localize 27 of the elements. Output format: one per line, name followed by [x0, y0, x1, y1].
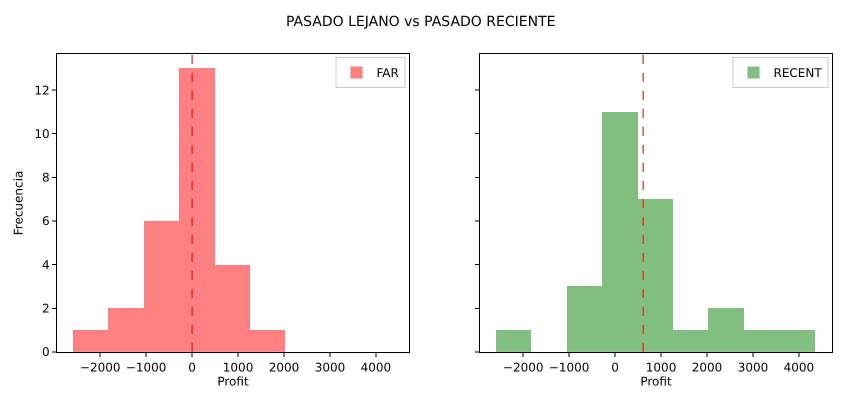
chart-title: PASADO LEJANO vs PASADO RECIENTE: [286, 14, 556, 30]
y-tick-label: 10: [34, 126, 50, 141]
x-tick-label: 1000: [222, 360, 254, 374]
x-axis-title: Profit: [217, 374, 249, 388]
x-tick-label: 2000: [268, 360, 300, 374]
x-tick-label: −2000: [502, 360, 544, 374]
y-tick-label: 2: [42, 301, 50, 316]
x-tick-label: 4000: [360, 360, 392, 374]
y-axis-title: Frecuencia: [12, 170, 26, 236]
y-tick-label: 6: [42, 214, 50, 228]
y-tick-label: 4: [42, 258, 50, 272]
x-tick-label: 3000: [738, 360, 768, 374]
x-tick-label: 0: [188, 360, 196, 374]
x-tick-label: −1000: [126, 360, 166, 374]
x-tick-label: 0: [611, 360, 619, 374]
x-tick-label: −1000: [548, 360, 590, 374]
x-axis-title: Profit: [640, 374, 672, 388]
y-tick-label: 0: [42, 345, 50, 360]
y-tick-label: 8: [42, 170, 50, 185]
x-tick-label: 4000: [784, 360, 814, 374]
legend-label: RECENT: [773, 66, 822, 80]
x-tick-label: 3000: [314, 360, 346, 374]
x-tick-label: 2000: [692, 360, 722, 374]
x-tick-label: −2000: [80, 360, 120, 374]
legend-label: FAR: [376, 66, 399, 80]
y-tick-label: 12: [34, 83, 50, 98]
x-tick-label: 1000: [646, 360, 676, 374]
